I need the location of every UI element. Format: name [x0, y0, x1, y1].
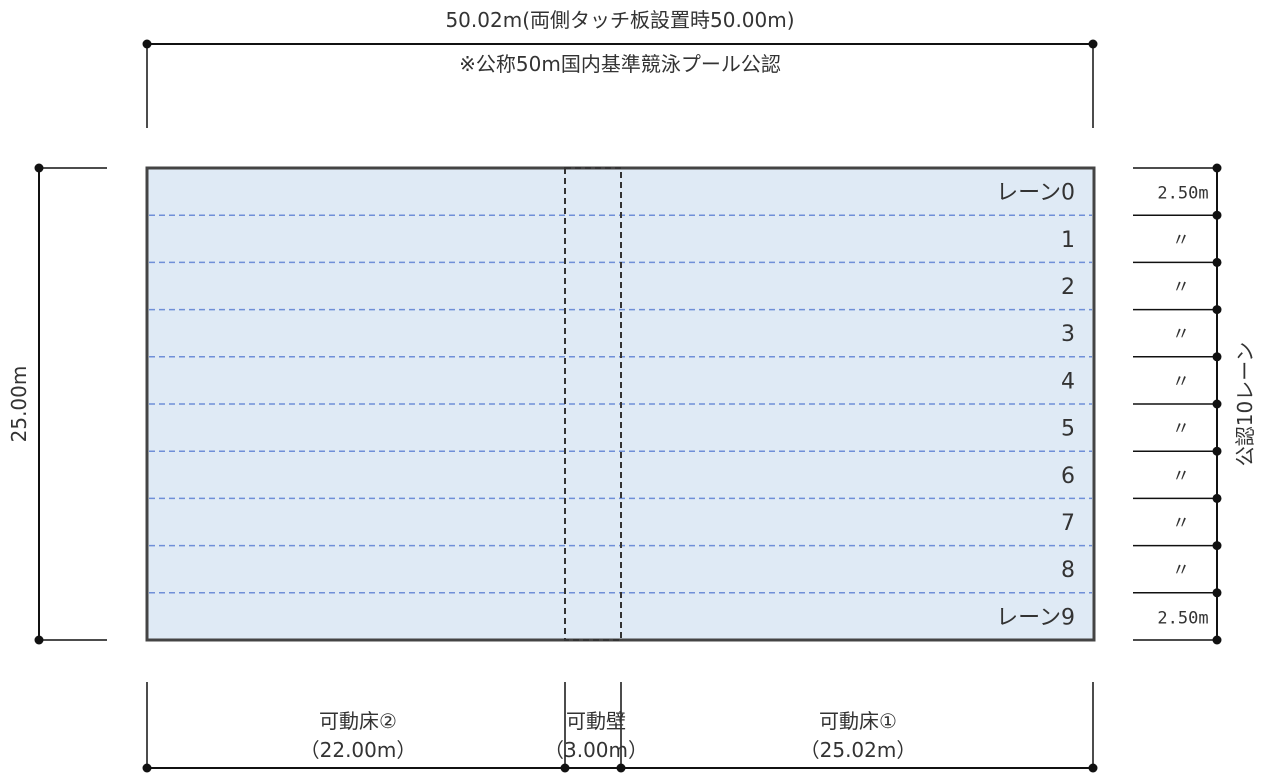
lane-width-label: 〃	[1172, 230, 1190, 251]
lane-width-label: 2.50m	[1157, 184, 1208, 204]
lane-width-dot	[1212, 210, 1222, 220]
lane-width-dot	[1212, 257, 1222, 267]
lane-label: 8	[1061, 558, 1075, 583]
section-name-wall: 可動壁	[566, 709, 626, 733]
lane-width-label: 〃	[1172, 324, 1190, 345]
lane-width-dot	[1212, 635, 1222, 645]
lane-width-dot	[1212, 163, 1222, 173]
lane-width-dot	[1212, 588, 1222, 598]
lane-labels: レーン0 1 2 3 4 5 6 7 8 レーン9	[996, 181, 1075, 631]
section-length-wall: （3.00m）	[544, 738, 648, 762]
section-length-floor-2: （22.00m）	[300, 738, 417, 762]
lane-width-dot	[1212, 446, 1222, 456]
bottom-dimensions	[142, 682, 1098, 773]
width-dimension-label: 25.00m	[7, 366, 31, 443]
lane-width-dot	[1212, 493, 1222, 503]
lane-label: 5	[1061, 417, 1075, 442]
lane-label: 7	[1061, 511, 1075, 536]
lane-label: 4	[1061, 369, 1075, 394]
lane-width-dimensions: 2.50m〃〃〃〃〃〃〃〃2.50m	[1133, 163, 1222, 645]
lane-label: レーン0	[996, 181, 1075, 206]
lane-width-dot	[1212, 352, 1222, 362]
section-name-floor-2: 可動床②	[319, 709, 397, 733]
lane-width-label: 〃	[1172, 466, 1190, 487]
lane-width-label: 〃	[1172, 277, 1190, 298]
certification-label: ※公称50m国内基準競泳プール公認	[459, 52, 781, 76]
lane-width-dot	[1212, 399, 1222, 409]
lane-width-dot	[1212, 541, 1222, 551]
lane-width-label: 〃	[1172, 419, 1190, 440]
lane-width-dot	[1212, 305, 1222, 315]
lane-label: 6	[1061, 464, 1075, 489]
lane-label: 1	[1061, 228, 1075, 253]
lane-width-label: 〃	[1172, 560, 1190, 581]
top-dimension	[142, 39, 1098, 128]
section-name-floor-1: 可動床①	[819, 709, 897, 733]
lane-width-label: 〃	[1172, 513, 1190, 534]
movable-wall-outline	[564, 167, 622, 641]
section-length-floor-1: （25.02m）	[800, 738, 917, 762]
lane-label: 3	[1061, 322, 1075, 347]
width-dimension	[34, 163, 107, 645]
lane-width-label: 2.50m	[1157, 608, 1208, 628]
lane-label: レーン9	[996, 605, 1075, 630]
lane-width-label: 〃	[1172, 371, 1190, 392]
total-length-label: 50.02m(両側タッチ板設置時50.00m)	[445, 8, 794, 32]
certified-lanes-label: 公認10レーン	[1233, 342, 1257, 466]
lane-label: 2	[1061, 275, 1075, 300]
